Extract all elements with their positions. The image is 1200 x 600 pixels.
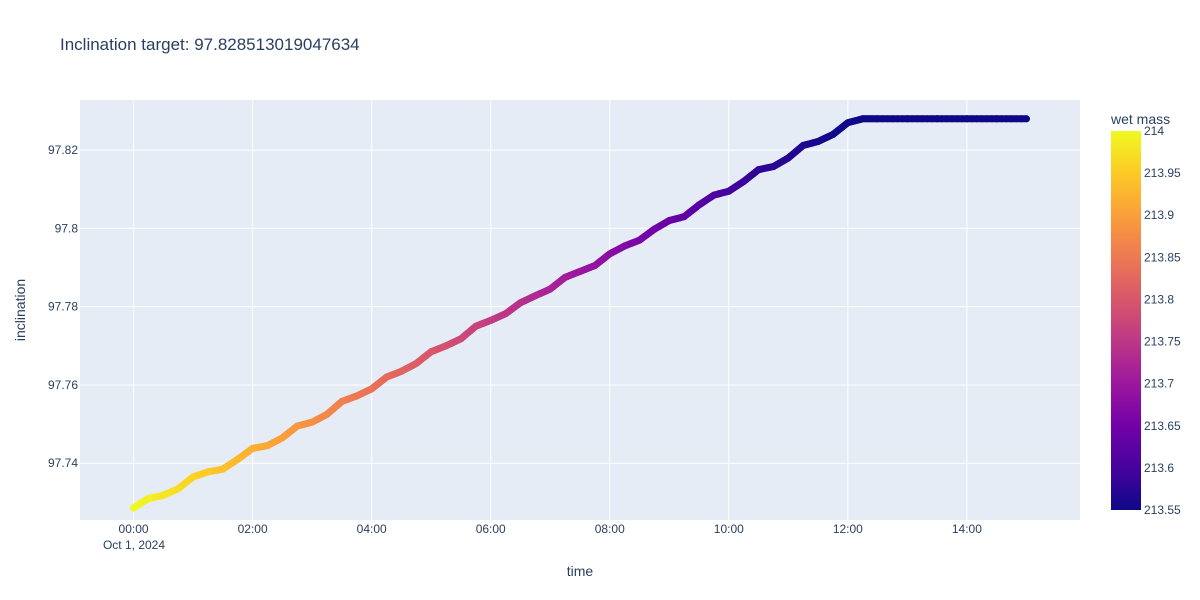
data-point (874, 115, 882, 123)
data-point (844, 119, 852, 127)
colorbar-tick-label: 213.7 (1144, 377, 1174, 391)
data-point (799, 141, 807, 149)
data-point (591, 262, 599, 270)
y-tick-label: 97.78 (48, 300, 78, 314)
data-point (502, 310, 510, 318)
data-point (516, 299, 524, 307)
data-point (323, 410, 331, 418)
y-axis-label: inclination (12, 279, 28, 341)
colorbar-tick-label: 213.95 (1144, 166, 1181, 180)
data-point (457, 335, 465, 343)
data-point (740, 177, 748, 185)
colorbar-tick-label: 213.6 (1144, 461, 1174, 475)
data-point (606, 250, 614, 258)
data-point (338, 397, 346, 405)
data-point (219, 465, 227, 473)
data-point (680, 213, 688, 221)
colorbar-tick-label: 213.65 (1144, 419, 1181, 433)
colorbar-tick-label: 213.85 (1144, 250, 1181, 264)
colorbar-tick-label: 213.55 (1144, 503, 1181, 517)
data-point (769, 163, 777, 171)
y-tick-label: 97.74 (48, 456, 78, 470)
plot-area (80, 100, 1080, 520)
data-point (353, 392, 361, 400)
data-series (130, 115, 1030, 512)
data-point (933, 115, 941, 123)
data-point (159, 491, 167, 499)
data-point (412, 359, 420, 367)
data-point (427, 348, 435, 356)
data-point (487, 316, 495, 324)
colorbar (1111, 131, 1141, 510)
data-point (859, 115, 867, 123)
colorbar-title: wet mass (1110, 111, 1170, 127)
data-point (442, 342, 450, 350)
data-point (472, 322, 480, 330)
data-point (249, 444, 257, 452)
colorbar-tick-label: 213.8 (1144, 292, 1174, 306)
data-point (278, 434, 286, 442)
data-point (576, 267, 584, 275)
data-point (650, 225, 658, 233)
colorbar-tick-label: 213.75 (1144, 335, 1181, 349)
x-tick-label: 06:00 (476, 522, 506, 536)
colorbar-ticks: 213.55 213.6 213.65 213.7 213.75 213.8 213.85 2… (1144, 124, 1181, 517)
y-tick-label: 97.82 (48, 143, 78, 157)
y-tick-label: 97.8 (55, 221, 79, 235)
colorbar-tick-label: 213.9 (1144, 208, 1174, 222)
data-point (1022, 115, 1030, 123)
data-point (397, 367, 405, 375)
data-point (784, 154, 792, 162)
data-point (814, 137, 822, 145)
data-point (710, 191, 718, 199)
x-tick-label: 10:00 (714, 522, 744, 536)
x-tick-label: 12:00 (833, 522, 863, 536)
data-point (264, 442, 271, 450)
x-tick-label: 08:00 (595, 522, 625, 536)
x-tick-label: 14:00 (952, 522, 982, 536)
x-tick-label: 00:00 (119, 522, 149, 536)
data-point (234, 455, 242, 463)
data-point (531, 292, 539, 300)
chart-title: Inclination target: 97.828513019047634 (60, 35, 360, 54)
data-point (368, 385, 376, 393)
y-axis-ticks: 97.74 97.76 97.78 97.8 97.82 (48, 143, 78, 470)
data-point (993, 115, 1001, 123)
data-point (829, 130, 837, 138)
data-point (665, 217, 673, 225)
y-tick-label: 97.76 (48, 378, 78, 392)
data-point (725, 187, 733, 195)
data-point (204, 468, 212, 476)
data-point (755, 166, 763, 174)
x-axis-ticks: 00:00 02:00 04:00 06:00 08:00 10:00 12:00 14:00 (119, 522, 983, 536)
data-point (621, 242, 629, 250)
grid-lines (80, 100, 1080, 520)
data-point (174, 485, 182, 493)
data-point (383, 373, 391, 381)
data-point (189, 473, 197, 481)
colorbar-tick-label: 214 (1144, 124, 1164, 138)
data-point (293, 422, 301, 430)
x-tick-label: 02:00 (238, 522, 268, 536)
data-point (130, 504, 138, 512)
data-point (903, 115, 911, 123)
data-point (963, 115, 971, 123)
data-point (546, 285, 554, 293)
data-point (636, 236, 644, 244)
data-point (561, 273, 569, 281)
x-tick-label: 04:00 (357, 522, 387, 536)
x-axis-date-label: Oct 1, 2024 (103, 538, 165, 552)
data-point (308, 418, 316, 426)
data-point (695, 201, 703, 209)
x-axis-label: time (567, 563, 594, 579)
data-point (144, 494, 152, 502)
